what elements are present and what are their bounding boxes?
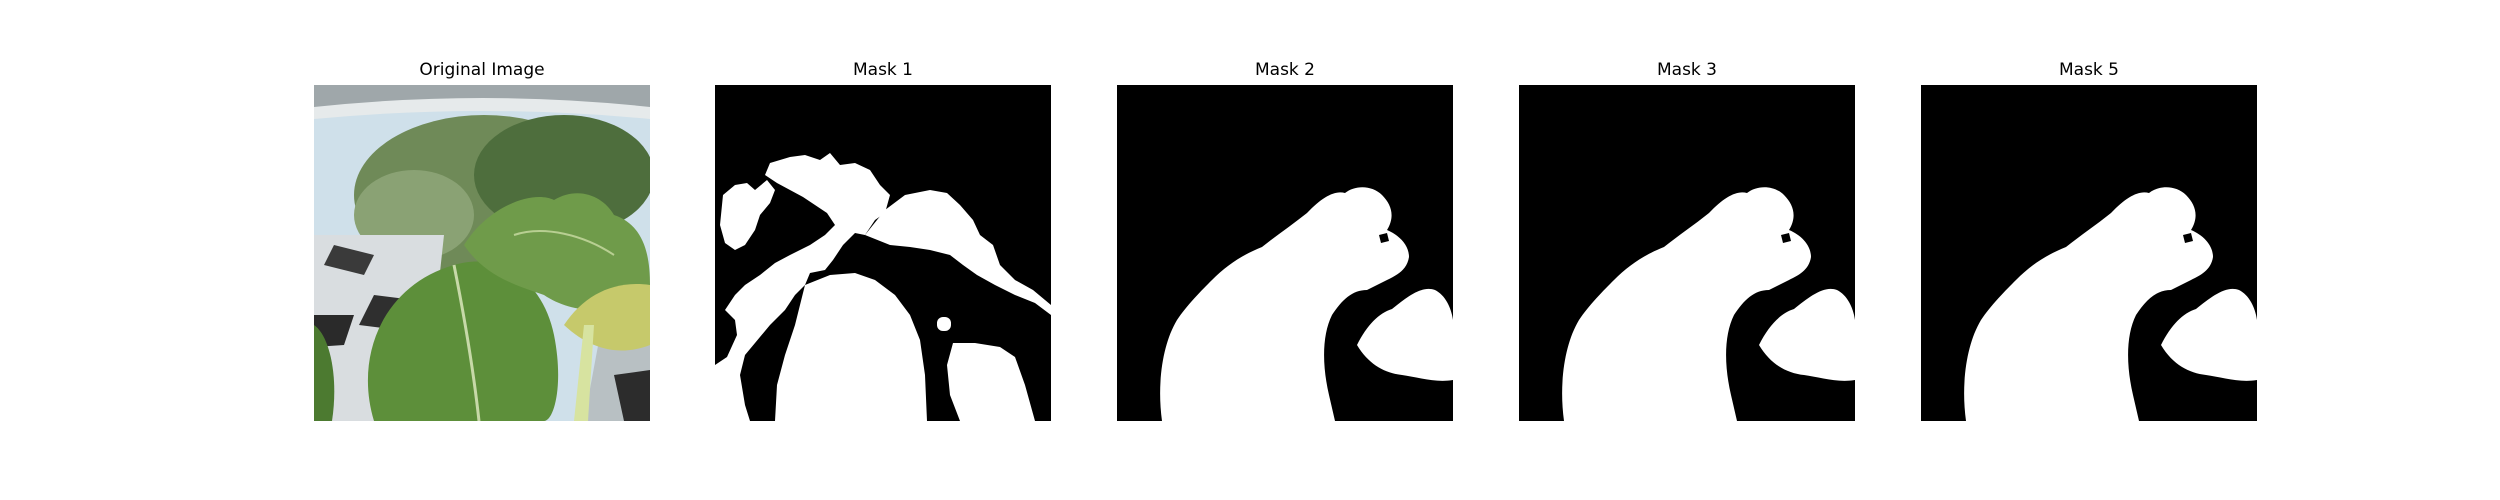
panel-title: Mask 3 [1656, 60, 1717, 80]
panel-title: Mask 2 [1254, 60, 1315, 80]
panel-title: Mask 1 [852, 60, 913, 80]
panel-mask-1: Mask 1 [715, 0, 1051, 500]
mask-2-image [1117, 85, 1453, 421]
mask-5-image [1921, 85, 2257, 421]
panel-mask-2: Mask 2 [1117, 0, 1453, 500]
panel-title: Original Image [419, 60, 545, 80]
original-photo [314, 85, 650, 421]
mask-1-image [715, 85, 1051, 421]
panel-mask-5: Mask 5 [1921, 0, 2257, 500]
panel-original-image: Original Image [314, 0, 650, 500]
panel-mask-3: Mask 3 [1519, 0, 1855, 500]
mask-3-image [1519, 85, 1855, 421]
panel-title: Mask 5 [2058, 60, 2119, 80]
